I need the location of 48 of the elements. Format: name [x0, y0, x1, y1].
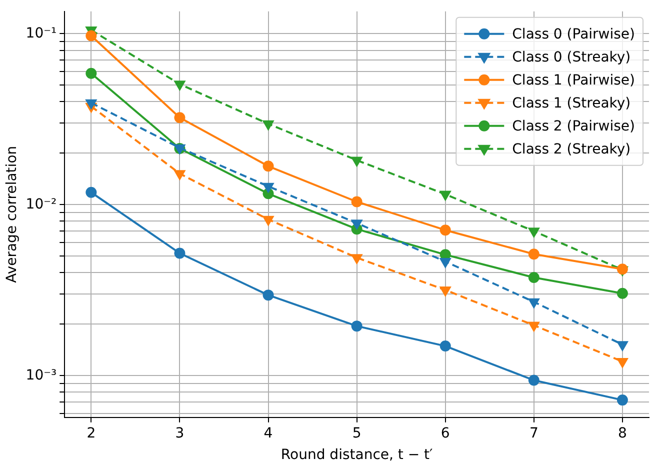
point: [439, 190, 452, 202]
x-tick-label: 7: [529, 425, 538, 442]
point: [174, 112, 186, 124]
point: [351, 320, 362, 332]
point: [262, 182, 274, 194]
point: [439, 258, 452, 269]
y-axis-title: Average correlation: [4, 146, 20, 283]
point: [440, 340, 451, 352]
point: [528, 298, 540, 309]
legend-label: Class 0 (Streaky): [512, 50, 631, 66]
point: [350, 156, 363, 168]
point: [85, 99, 98, 110]
point: [528, 228, 540, 238]
point: [262, 290, 274, 301]
point: [174, 80, 186, 92]
point: [174, 248, 186, 259]
y-tick-label: 10⁻²: [26, 196, 57, 212]
x-tick-label: 2: [86, 425, 96, 442]
point: [528, 322, 540, 332]
point: [616, 264, 628, 275]
point: [350, 254, 363, 265]
point: [86, 186, 97, 198]
point: [174, 170, 186, 181]
legend-label: Class 1 (Pairwise): [512, 72, 636, 89]
y-tick-label: 10⁻³: [26, 367, 57, 384]
legend-label: Class 0 (Pairwise): [512, 26, 636, 43]
legend-label: Class 1 (Streaky): [512, 96, 631, 112]
point: [351, 196, 362, 208]
point: [616, 394, 628, 406]
legend-label: Class 2 (Streaky): [512, 142, 631, 158]
y-tick-label: 10⁻¹: [26, 25, 57, 42]
point: [528, 272, 540, 284]
x-tick-label: 8: [618, 425, 627, 442]
point: [350, 220, 363, 230]
x-tick-label: 4: [264, 425, 273, 442]
point: [262, 216, 274, 226]
point: [440, 224, 451, 236]
point: [262, 160, 274, 172]
x-tick-label: 6: [440, 425, 450, 442]
x-tick-label: 5: [352, 425, 362, 442]
legend-label: Class 2 (Pairwise): [512, 118, 636, 135]
x-tick-label: 3: [175, 425, 184, 442]
point: [528, 248, 540, 260]
point: [262, 120, 274, 131]
point: [528, 374, 540, 386]
point: [616, 288, 628, 299]
x-axis-title: Round distance, t − t′: [280, 447, 433, 464]
point: [439, 286, 452, 297]
